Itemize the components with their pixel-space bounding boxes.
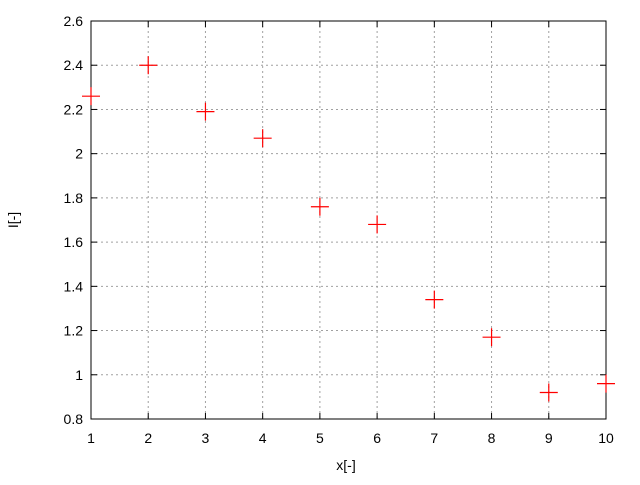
- ticks: 1 2 3 4 5 6 7 8 9 100.811.21.41.61.822.22.42.6: [64, 13, 614, 446]
- y-tick-label: 2: [75, 146, 83, 162]
- data-point: [310, 197, 329, 216]
- x-tick-label: 9: [545, 430, 553, 446]
- x-tick-label: 7: [430, 430, 438, 446]
- y-tick-label: 1.8: [64, 190, 84, 206]
- x-tick-label: 5: [316, 430, 324, 446]
- x-tick-label: 8: [488, 430, 496, 446]
- plot-border: [90, 20, 607, 420]
- data-point: [139, 56, 158, 75]
- x-tick-label: 3: [202, 430, 210, 446]
- data-point: [82, 87, 100, 106]
- data-points: [82, 56, 615, 402]
- data-point: [597, 374, 615, 393]
- x-tick-label: 4: [259, 430, 267, 446]
- x-tick-label: 2: [144, 430, 152, 446]
- y-tick-label: 1.6: [64, 234, 84, 250]
- data-point: [425, 290, 444, 309]
- y-axis-label: I[-]: [5, 212, 21, 228]
- x-axis-label: x[-]: [336, 457, 355, 473]
- y-tick-label: 1: [75, 367, 83, 383]
- data-point: [482, 328, 501, 347]
- data-point: [253, 129, 272, 148]
- y-tick-label: 0.8: [64, 411, 84, 427]
- y-tick-label: 2.6: [64, 13, 84, 29]
- data-point: [196, 102, 215, 121]
- y-tick-label: 2.2: [64, 101, 84, 117]
- x-tick-label: 1: [87, 430, 95, 446]
- x-tick-label: 10: [598, 430, 614, 446]
- grid: [91, 21, 606, 419]
- y-tick-label: 2.4: [64, 57, 84, 73]
- y-tick-label: 1.4: [64, 278, 84, 294]
- x-tick-label: 6: [373, 430, 381, 446]
- y-tick-label: 1.2: [64, 323, 84, 339]
- data-point: [368, 215, 387, 234]
- data-point: [539, 383, 558, 402]
